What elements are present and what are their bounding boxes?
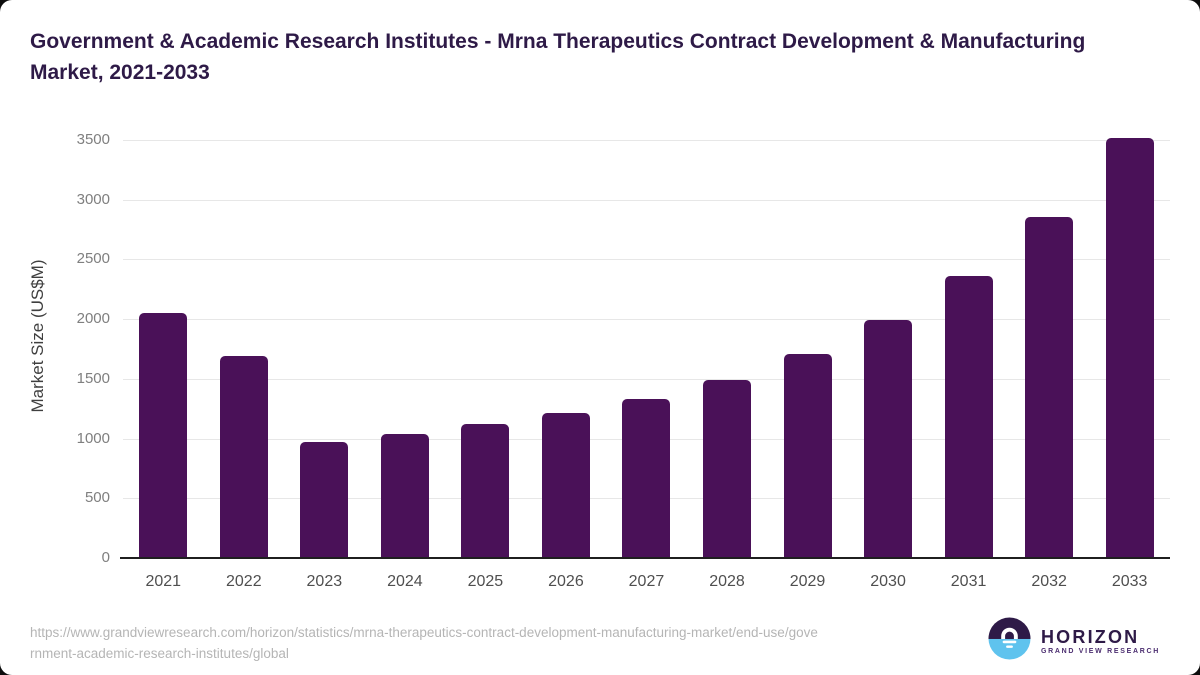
y-tick-label-2500: 2500	[76, 250, 110, 268]
source-url-line2: rnment-academic-research-institutes/glob…	[30, 646, 289, 661]
bar-slot-2032	[1009, 134, 1090, 558]
gridline-1500	[123, 378, 1170, 380]
bar-slot-2029	[767, 134, 848, 558]
y-tick-label-1500: 1500	[76, 369, 110, 387]
x-label-2025: 2025	[467, 573, 504, 590]
x-axis-line	[120, 557, 1170, 559]
bar-2032[interactable]	[1025, 217, 1074, 558]
source-url: https://www.grandviewresearch.com/horizo…	[30, 622, 818, 664]
y-tick-label-1000: 1000	[76, 429, 110, 447]
x-label-2033: 2033	[1111, 573, 1148, 590]
y-tick-label-2000: 2000	[76, 310, 110, 328]
gridline-2500	[123, 259, 1170, 261]
x-label-2029: 2029	[789, 573, 826, 590]
bar-slot-2022	[204, 134, 285, 558]
x-label-2028: 2028	[709, 573, 745, 590]
bar-slot-2024	[365, 134, 446, 558]
x-label-2026: 2026	[548, 573, 584, 590]
gridline-3500	[123, 140, 1170, 141]
logo-text: HORIZON GRAND VIEW RESEARCH	[1041, 627, 1160, 656]
gridline-2000	[123, 319, 1170, 321]
gridline-3000	[123, 199, 1170, 201]
y-tick-label-3000: 3000	[76, 190, 110, 208]
bar-slot-2033	[1089, 134, 1170, 558]
bar-slot-2027	[606, 134, 687, 558]
source-url-line1: https://www.grandviewresearch.com/horizo…	[30, 625, 818, 640]
x-label-2032: 2032	[1031, 573, 1067, 590]
horizon-sun-circle-icon	[988, 617, 1031, 665]
x-label-2021: 2021	[145, 573, 182, 590]
bar-2024[interactable]	[380, 434, 429, 558]
logo-name: HORIZON	[1040, 626, 1140, 647]
x-label-2027: 2027	[628, 573, 665, 590]
page-title: Government & Academic Research Institute…	[30, 30, 1086, 84]
bar-2026[interactable]	[541, 412, 590, 558]
bar-2022[interactable]	[219, 356, 268, 558]
y-tick-label-3500: 3500	[76, 131, 110, 148]
bar-2027[interactable]	[622, 398, 671, 558]
plot-area	[123, 134, 1170, 558]
bar-2021[interactable]	[139, 313, 188, 558]
x-label-2024: 2024	[387, 573, 423, 590]
bar-slot-2028	[687, 134, 768, 558]
bar-2031[interactable]	[944, 276, 993, 558]
x-label-2030: 2030	[870, 573, 906, 590]
y-tick-label-500: 500	[84, 489, 110, 507]
bar-slot-2025	[445, 134, 526, 558]
bar-slot-2021	[123, 134, 204, 558]
y-axis-title: Market Size (US$M)	[28, 259, 47, 413]
horizon-logo: HORIZON GRAND VIEW RESEARCH	[988, 617, 1160, 665]
bar-slot-2026	[526, 134, 607, 558]
bar-2033[interactable]	[1105, 137, 1154, 558]
bar-2029[interactable]	[783, 354, 832, 558]
x-axis-labels: 2021 2022 2023 2024 2025 2026 2027 2028 2029 2030…	[123, 570, 1170, 594]
bar-2030[interactable]	[864, 320, 913, 558]
bar-slot-2031	[928, 134, 1009, 558]
bar-slot-2030	[848, 134, 929, 558]
bar-series	[123, 134, 1170, 558]
x-label-2022: 2022	[226, 573, 262, 590]
x-label-2023: 2023	[306, 573, 343, 590]
bar-2023[interactable]	[300, 442, 349, 558]
bar-slot-2023	[284, 134, 365, 558]
y-tick-label-0: 0	[101, 549, 110, 566]
bar-2025[interactable]	[461, 424, 510, 558]
logo-subtitle: GRAND VIEW RESEARCH	[1040, 647, 1160, 655]
bar-2028[interactable]	[702, 380, 751, 558]
x-label-2031: 2031	[950, 573, 987, 590]
